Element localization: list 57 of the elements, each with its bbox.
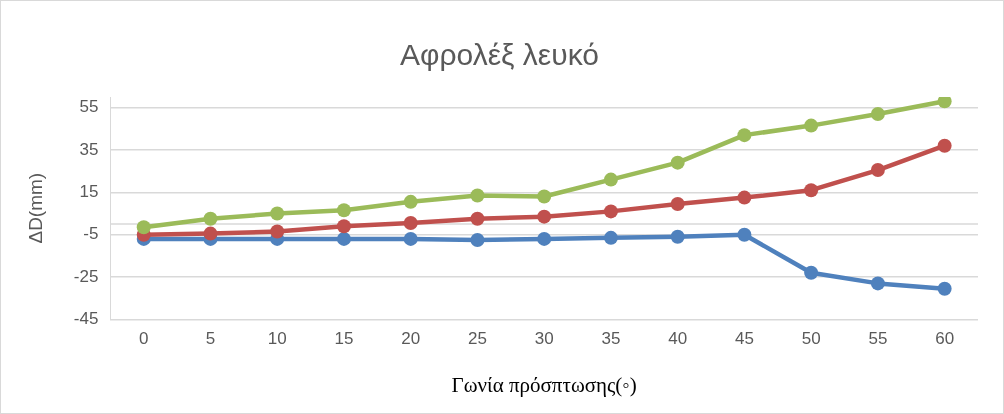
x-axis-title: Γωνία πρόσπτωσης(◦)	[451, 372, 637, 397]
point	[403, 231, 418, 246]
point	[136, 220, 151, 235]
point	[870, 106, 885, 121]
point	[470, 188, 485, 203]
x-tick-label: 55	[868, 329, 888, 349]
x-tick-label: 45	[734, 329, 754, 349]
point	[537, 231, 552, 246]
point	[470, 211, 485, 226]
y-tick-label: -5	[83, 224, 99, 244]
x-tick-label: 10	[267, 329, 287, 349]
point	[870, 276, 885, 291]
point	[670, 155, 685, 170]
point	[603, 204, 618, 219]
y-tick-label: 35	[79, 139, 99, 159]
point	[537, 189, 552, 204]
point	[804, 118, 819, 133]
x-tick-label: 50	[801, 329, 821, 349]
point	[603, 230, 618, 245]
point	[403, 216, 418, 231]
x-tick-label: 30	[534, 329, 554, 349]
y-tick-label: -25	[73, 266, 99, 286]
point	[336, 231, 351, 246]
point	[937, 138, 952, 153]
chart-title: Αφρολέξ λευκό	[400, 38, 599, 72]
point	[203, 211, 218, 226]
point	[336, 219, 351, 234]
y-axis-title: ΔD(mm)	[24, 172, 46, 244]
point	[804, 265, 819, 280]
point	[670, 229, 685, 244]
point	[270, 206, 285, 221]
point	[203, 226, 218, 241]
point	[870, 163, 885, 178]
y-tick-label: -45	[73, 309, 99, 329]
x-tick-label: 60	[935, 329, 955, 349]
x-tick-label: 15	[334, 329, 354, 349]
y-tick-label: 15	[79, 182, 99, 201]
point	[937, 281, 952, 296]
point	[804, 183, 819, 198]
point	[737, 128, 752, 143]
point	[470, 232, 485, 247]
point	[670, 196, 685, 211]
point	[737, 227, 752, 242]
point	[537, 209, 552, 224]
point	[737, 190, 752, 205]
x-tick-label: 35	[601, 329, 621, 349]
point	[937, 97, 952, 109]
point	[603, 172, 618, 187]
point	[270, 224, 285, 239]
x-tick-label: 40	[668, 329, 688, 349]
x-tick-label: 25	[467, 329, 487, 349]
y-tick-label: 55	[79, 97, 99, 117]
x-tick-label: 0	[139, 329, 149, 349]
x-tick-label: 20	[401, 329, 421, 349]
point	[336, 203, 351, 218]
x-tick-label: 5	[205, 329, 216, 349]
point	[403, 194, 418, 209]
